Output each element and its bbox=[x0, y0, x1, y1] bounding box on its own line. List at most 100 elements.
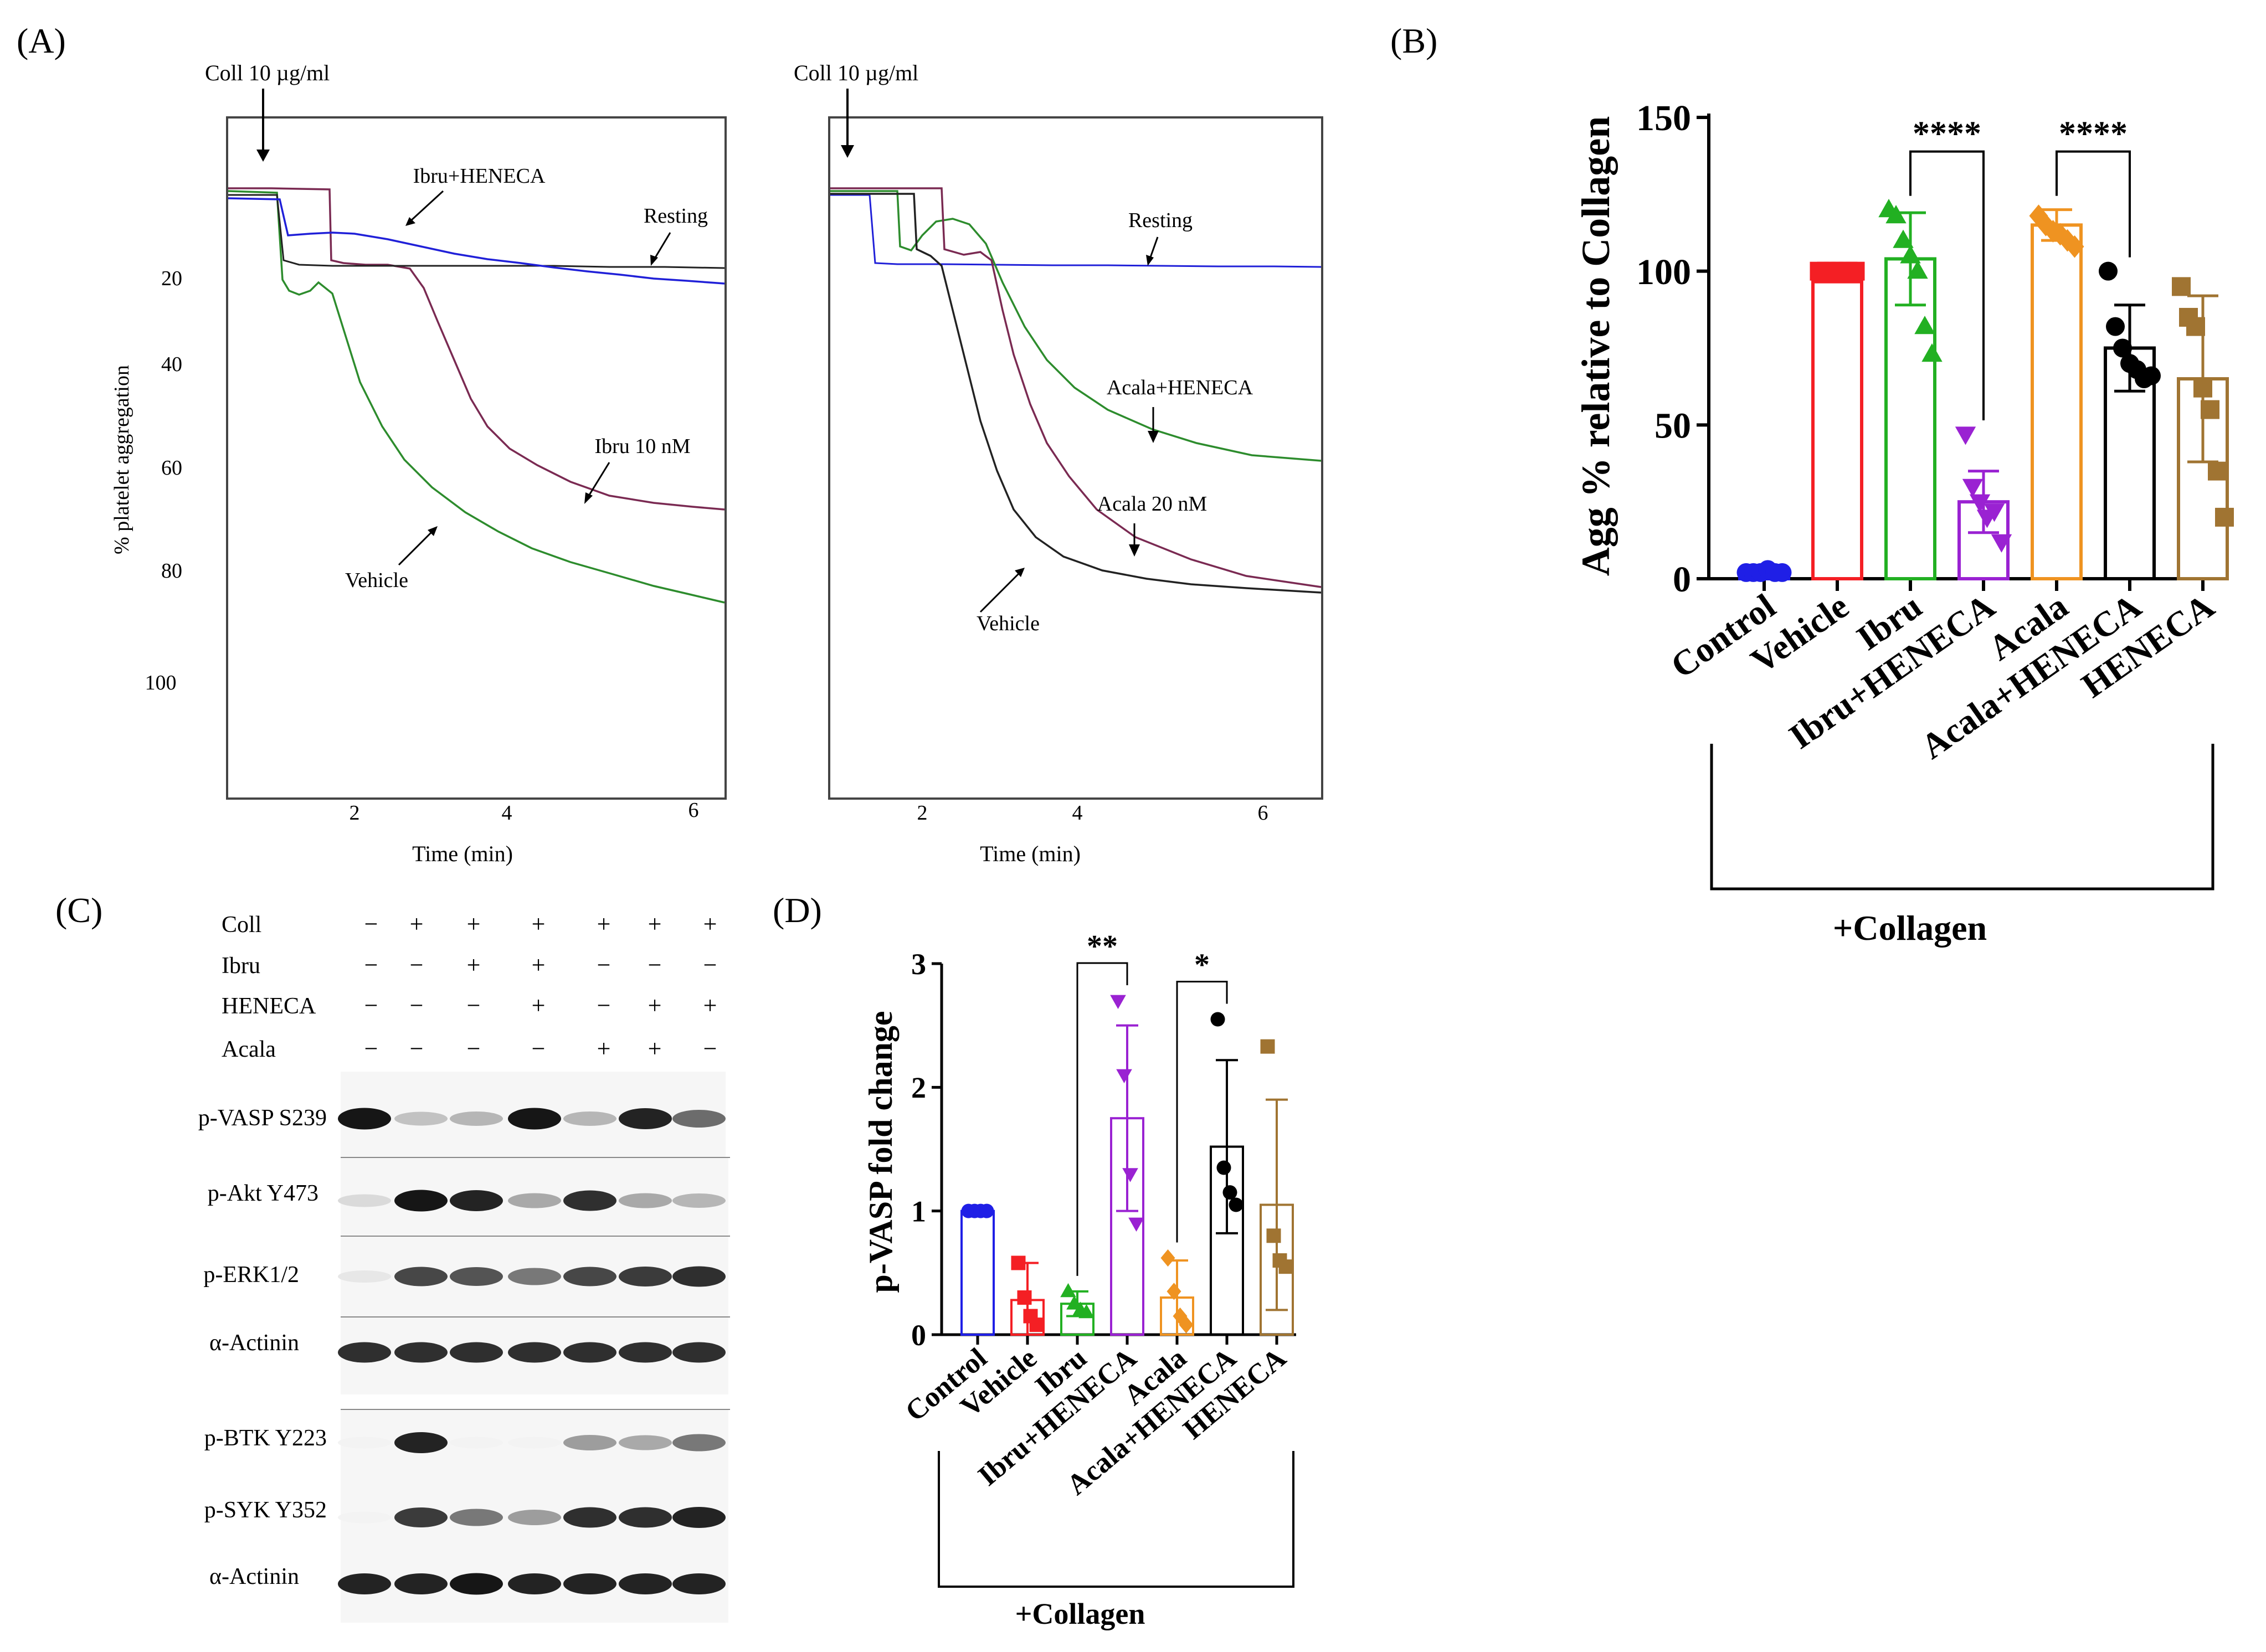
blot-band bbox=[619, 1507, 672, 1528]
blot-band bbox=[508, 1268, 561, 1285]
condition-sign: + bbox=[532, 910, 546, 938]
condition-sign: − bbox=[410, 1035, 424, 1062]
arrow-ibru-10nm bbox=[586, 462, 610, 499]
data-point bbox=[1969, 494, 1991, 513]
blot-band bbox=[563, 1190, 616, 1211]
blot-band bbox=[672, 1193, 726, 1208]
data-point bbox=[1222, 1185, 1237, 1200]
ytick-20: 20 bbox=[161, 267, 182, 290]
blot-band bbox=[338, 1270, 391, 1283]
condition-sign: − bbox=[703, 1035, 717, 1062]
arrow-ibru-heneca bbox=[409, 190, 444, 223]
data-point bbox=[1260, 1039, 1275, 1054]
trace-vehicle-right bbox=[830, 193, 1322, 594]
y-tick-label: 0 bbox=[1673, 559, 1691, 600]
arrow-resting-right bbox=[1148, 236, 1159, 261]
condition-sign: − bbox=[364, 951, 378, 979]
significance-bracket bbox=[1076, 962, 1128, 1276]
blot-band bbox=[619, 1342, 672, 1363]
blot-band bbox=[338, 1511, 391, 1524]
ytick-60: 60 bbox=[161, 456, 182, 480]
panel-a-left: Coll 10 µg/ml % platelet aggregation 20 … bbox=[110, 60, 727, 866]
y-tick-label: 100 bbox=[1636, 252, 1691, 292]
data-point bbox=[1278, 1259, 1293, 1274]
blot-band bbox=[394, 1432, 448, 1453]
data-point bbox=[1893, 229, 1914, 248]
trace-ibru-heneca-left bbox=[228, 197, 725, 285]
stimulus-arrowhead-left bbox=[256, 150, 270, 162]
data-point bbox=[1122, 1168, 1138, 1182]
data-point bbox=[1900, 245, 1921, 264]
data-point bbox=[1078, 1304, 1095, 1319]
label-resting-left: Resting bbox=[644, 204, 708, 228]
panel-c-table: Coll Ibru HENECA Acala − + + + + + +− − + + − − −− − −… bbox=[198, 910, 730, 1623]
significance-label: * bbox=[1194, 948, 1210, 982]
condition-sign: − bbox=[597, 951, 611, 979]
d-group-label: +Collagen bbox=[1015, 1597, 1145, 1630]
panel-b-chart: Agg % relative to Collagen +Collagen 0 50… bbox=[1574, 98, 2234, 948]
blot-band bbox=[394, 1267, 448, 1286]
cond-label-acala: Acala bbox=[222, 1037, 276, 1062]
condition-sign: + bbox=[703, 910, 717, 938]
significance-label: ** bbox=[1087, 929, 1118, 964]
trace-frame-left bbox=[226, 116, 727, 800]
arrowhead-resting-right bbox=[1146, 255, 1154, 266]
blot-band bbox=[619, 1573, 672, 1594]
condition-sign: + bbox=[648, 1035, 662, 1062]
data-point bbox=[1179, 1316, 1194, 1334]
western-blot-bands bbox=[338, 1072, 730, 1623]
row-label-actinin-2: α-Actinin bbox=[209, 1564, 299, 1589]
blot-band bbox=[672, 1434, 726, 1452]
row-label-actinin-1: α-Actinin bbox=[209, 1330, 299, 1356]
data-point bbox=[2208, 461, 2227, 481]
condition-sign: + bbox=[597, 1035, 611, 1062]
blot-band bbox=[563, 1573, 616, 1594]
y-tick-label: 3 bbox=[911, 948, 926, 981]
panel-label-a: (A) bbox=[17, 21, 66, 60]
label-resting-right: Resting bbox=[1128, 209, 1193, 232]
panel-d-chart: p-VASP fold change +Collagen 0123Control… bbox=[862, 929, 1296, 1630]
condition-sign: − bbox=[410, 951, 424, 979]
data-point bbox=[1772, 563, 1792, 582]
y-tick-label: 2 bbox=[911, 1071, 926, 1104]
trace-resting-right bbox=[830, 194, 1322, 268]
cond-label-coll: Coll bbox=[222, 912, 261, 938]
blot-band bbox=[394, 1190, 448, 1212]
data-point bbox=[1991, 534, 2012, 553]
data-point bbox=[2106, 317, 2125, 336]
trace-acala-right bbox=[830, 187, 1322, 588]
data-point bbox=[979, 1203, 994, 1218]
label-ibru-10nm: Ibru 10 nM bbox=[594, 435, 690, 458]
blot-band bbox=[672, 1110, 726, 1128]
bar-control bbox=[960, 1210, 995, 1336]
blot-band bbox=[563, 1342, 616, 1363]
panel-label-d: (D) bbox=[773, 891, 822, 930]
cond-label-heneca: HENECA bbox=[222, 994, 316, 1019]
arrowhead-ibru-heneca bbox=[405, 217, 415, 226]
panel-a-right: Coll 10 µg/ml 2 4 6 Time (min) Resting A… bbox=[794, 60, 1323, 866]
data-point bbox=[2051, 223, 2070, 246]
condition-sign: + bbox=[410, 910, 424, 938]
data-point bbox=[2215, 507, 2234, 527]
blot-band bbox=[394, 1573, 448, 1594]
blot-band bbox=[563, 1435, 616, 1450]
d-group-bracket bbox=[938, 1451, 1294, 1588]
data-point bbox=[2029, 204, 2048, 228]
blot-band bbox=[619, 1435, 672, 1450]
blot-band bbox=[450, 1190, 503, 1211]
data-point bbox=[1128, 1217, 1144, 1232]
arrow-vehicle-left bbox=[398, 531, 433, 566]
data-point bbox=[1266, 1228, 1281, 1243]
label-ibru-heneca: Ibru+HENECA bbox=[413, 164, 546, 188]
blot-band bbox=[338, 1342, 391, 1363]
blot-band bbox=[450, 1111, 503, 1126]
blot-band bbox=[450, 1437, 503, 1449]
condition-sign: − bbox=[364, 992, 378, 1019]
data-point bbox=[2043, 220, 2063, 243]
xtick-2-left: 2 bbox=[350, 801, 360, 825]
y-tick-label: 50 bbox=[1654, 405, 1691, 446]
data-point bbox=[2142, 366, 2161, 385]
trace-frame-right bbox=[828, 116, 1323, 800]
blot-band bbox=[619, 1108, 672, 1129]
bar-vehicle bbox=[1811, 269, 1863, 580]
